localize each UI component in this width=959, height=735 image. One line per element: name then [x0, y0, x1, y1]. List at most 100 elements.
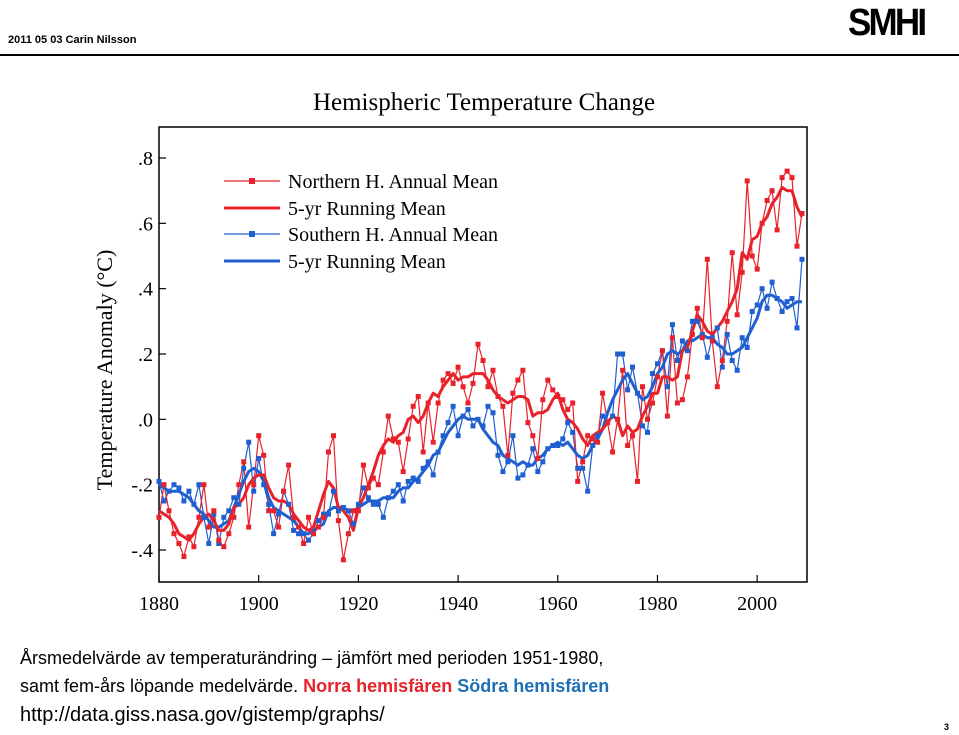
- north-annual-mean-point: [719, 358, 725, 363]
- source-url: http://data.giss.nasa.gov/gistemp/graphs…: [20, 704, 385, 726]
- south-annual-mean-point: [505, 459, 511, 465]
- south-annual-mean-point: [335, 508, 341, 514]
- north-annual-mean-point: [350, 508, 356, 514]
- north-annual-mean-point: [460, 384, 466, 390]
- south-annual-mean-point: [380, 514, 386, 520]
- north-annual-mean-point: [390, 436, 396, 442]
- north-annual-mean-point: [694, 305, 700, 311]
- south-annual-mean-point: [420, 465, 426, 471]
- south-annual-mean-point: [635, 390, 640, 396]
- south-annual-mean-point: [216, 541, 222, 546]
- north-annual-mean-point: [530, 433, 536, 439]
- north-annual-mean-point: [326, 449, 331, 455]
- south-annual-mean-point: [385, 495, 391, 501]
- north-annual-mean-point: [550, 387, 556, 393]
- north-annual-mean-point: [231, 514, 237, 520]
- north-annual-mean-point: [335, 518, 341, 524]
- north-annual-mean-point: [590, 436, 596, 442]
- chart-title: Hemispheric Temperature Change: [313, 89, 655, 116]
- north-annual-mean-point: [191, 544, 197, 550]
- north-annual-mean-point: [420, 449, 426, 455]
- south-annual-mean-point: [799, 256, 805, 262]
- north-annual-mean-point: [221, 544, 227, 550]
- north-annual-mean-point: [505, 452, 511, 458]
- north-annual-mean-point: [645, 416, 650, 422]
- north-annual-mean-point: [291, 514, 297, 520]
- south-annual-mean-point: [620, 351, 626, 357]
- south-annual-mean-point: [395, 482, 401, 488]
- south-annual-mean-point: [535, 469, 541, 475]
- south-annual-mean-point: [789, 296, 795, 301]
- south-annual-mean-point: [375, 501, 381, 507]
- north-annual-mean-point: [470, 380, 476, 386]
- caption-south-label: Södra hemisfären: [457, 676, 610, 696]
- north-annual-mean-point: [655, 374, 660, 380]
- north-annual-mean-point: [749, 253, 755, 259]
- north-annual-mean-point: [625, 443, 631, 448]
- north-annual-mean-point: [520, 367, 526, 373]
- south-annual-mean-point: [206, 541, 212, 546]
- south-annual-mean-point: [181, 498, 187, 504]
- north-annual-mean-point: [580, 459, 586, 465]
- south-annual-mean-point: [435, 449, 441, 455]
- north-annual-mean-point: [679, 397, 685, 403]
- south-annual-mean-point: [440, 433, 446, 439]
- south-annual-mean-point: [390, 488, 396, 494]
- south-annual-mean-point: [241, 465, 247, 471]
- north-annual-mean-point: [704, 256, 710, 262]
- south-annual-mean-point: [545, 446, 551, 452]
- north-annual-mean-point: [430, 439, 436, 445]
- south-annual-mean-point: [510, 433, 516, 439]
- south-annual-mean-point: [171, 482, 177, 488]
- north-annual-mean-point: [251, 482, 257, 488]
- north-annual-mean-point: [176, 541, 182, 546]
- south-annual-mean-point: [410, 475, 416, 481]
- north-annual-mean-point: [515, 377, 521, 383]
- south-annual-mean-point: [470, 423, 476, 429]
- south-annual-mean-point: [724, 331, 730, 337]
- south-annual-mean-point: [256, 456, 262, 461]
- page-number: 3: [944, 722, 950, 732]
- x-tick-label: 1920: [338, 593, 378, 615]
- south-annual-mean-point: [655, 361, 660, 367]
- north-annual-mean-point: [345, 531, 351, 537]
- legend-label: 5-yr Running Mean: [288, 198, 446, 220]
- south-annual-mean-point: [749, 309, 755, 314]
- north-annual-mean-point: [246, 524, 252, 530]
- south-annual-mean-point: [271, 531, 277, 537]
- header-divider: [0, 54, 959, 56]
- south-annual-mean-point: [475, 416, 481, 422]
- north-annual-mean-point: [699, 335, 705, 341]
- south-annual-mean-point: [625, 387, 631, 393]
- north-annual-mean-point: [734, 312, 740, 318]
- south-annual-mean-point: [645, 429, 650, 435]
- south-annual-mean-point: [485, 403, 491, 409]
- y-tick-label: -.2: [131, 475, 153, 497]
- south-annual-mean-point: [704, 354, 710, 360]
- south-annual-mean-point: [191, 501, 197, 507]
- north-annual-mean-point: [635, 478, 640, 484]
- north-annual-mean-point: [729, 250, 735, 256]
- north-annual-mean-point: [296, 524, 302, 530]
- south-annual-mean-point: [540, 459, 546, 465]
- south-annual-mean-point: [734, 367, 740, 373]
- north-annual-mean-point: [375, 482, 381, 488]
- north-annual-mean-point: [774, 227, 780, 233]
- north-annual-mean-point: [271, 508, 277, 514]
- y-tick-label: .0: [138, 409, 153, 431]
- plot-area: [158, 126, 808, 583]
- south-annual-mean-point: [365, 495, 371, 501]
- north-annual-mean-point: [784, 168, 790, 174]
- south-annual-mean-point: [585, 488, 591, 494]
- north-annual-mean-point: [370, 475, 376, 481]
- north-annual-mean-point: [724, 318, 730, 324]
- north-annual-mean-point: [360, 462, 366, 468]
- south-annual-mean-point: [769, 279, 775, 285]
- south-annual-mean-point: [430, 472, 436, 478]
- y-tick-label: .6: [138, 213, 153, 235]
- north-annual-mean-point: [600, 390, 606, 396]
- north-annual-mean-point: [450, 380, 456, 386]
- south-annual-mean-point: [754, 302, 760, 308]
- north-annual-mean-point: [570, 400, 576, 406]
- south-annual-mean-series: [158, 259, 803, 545]
